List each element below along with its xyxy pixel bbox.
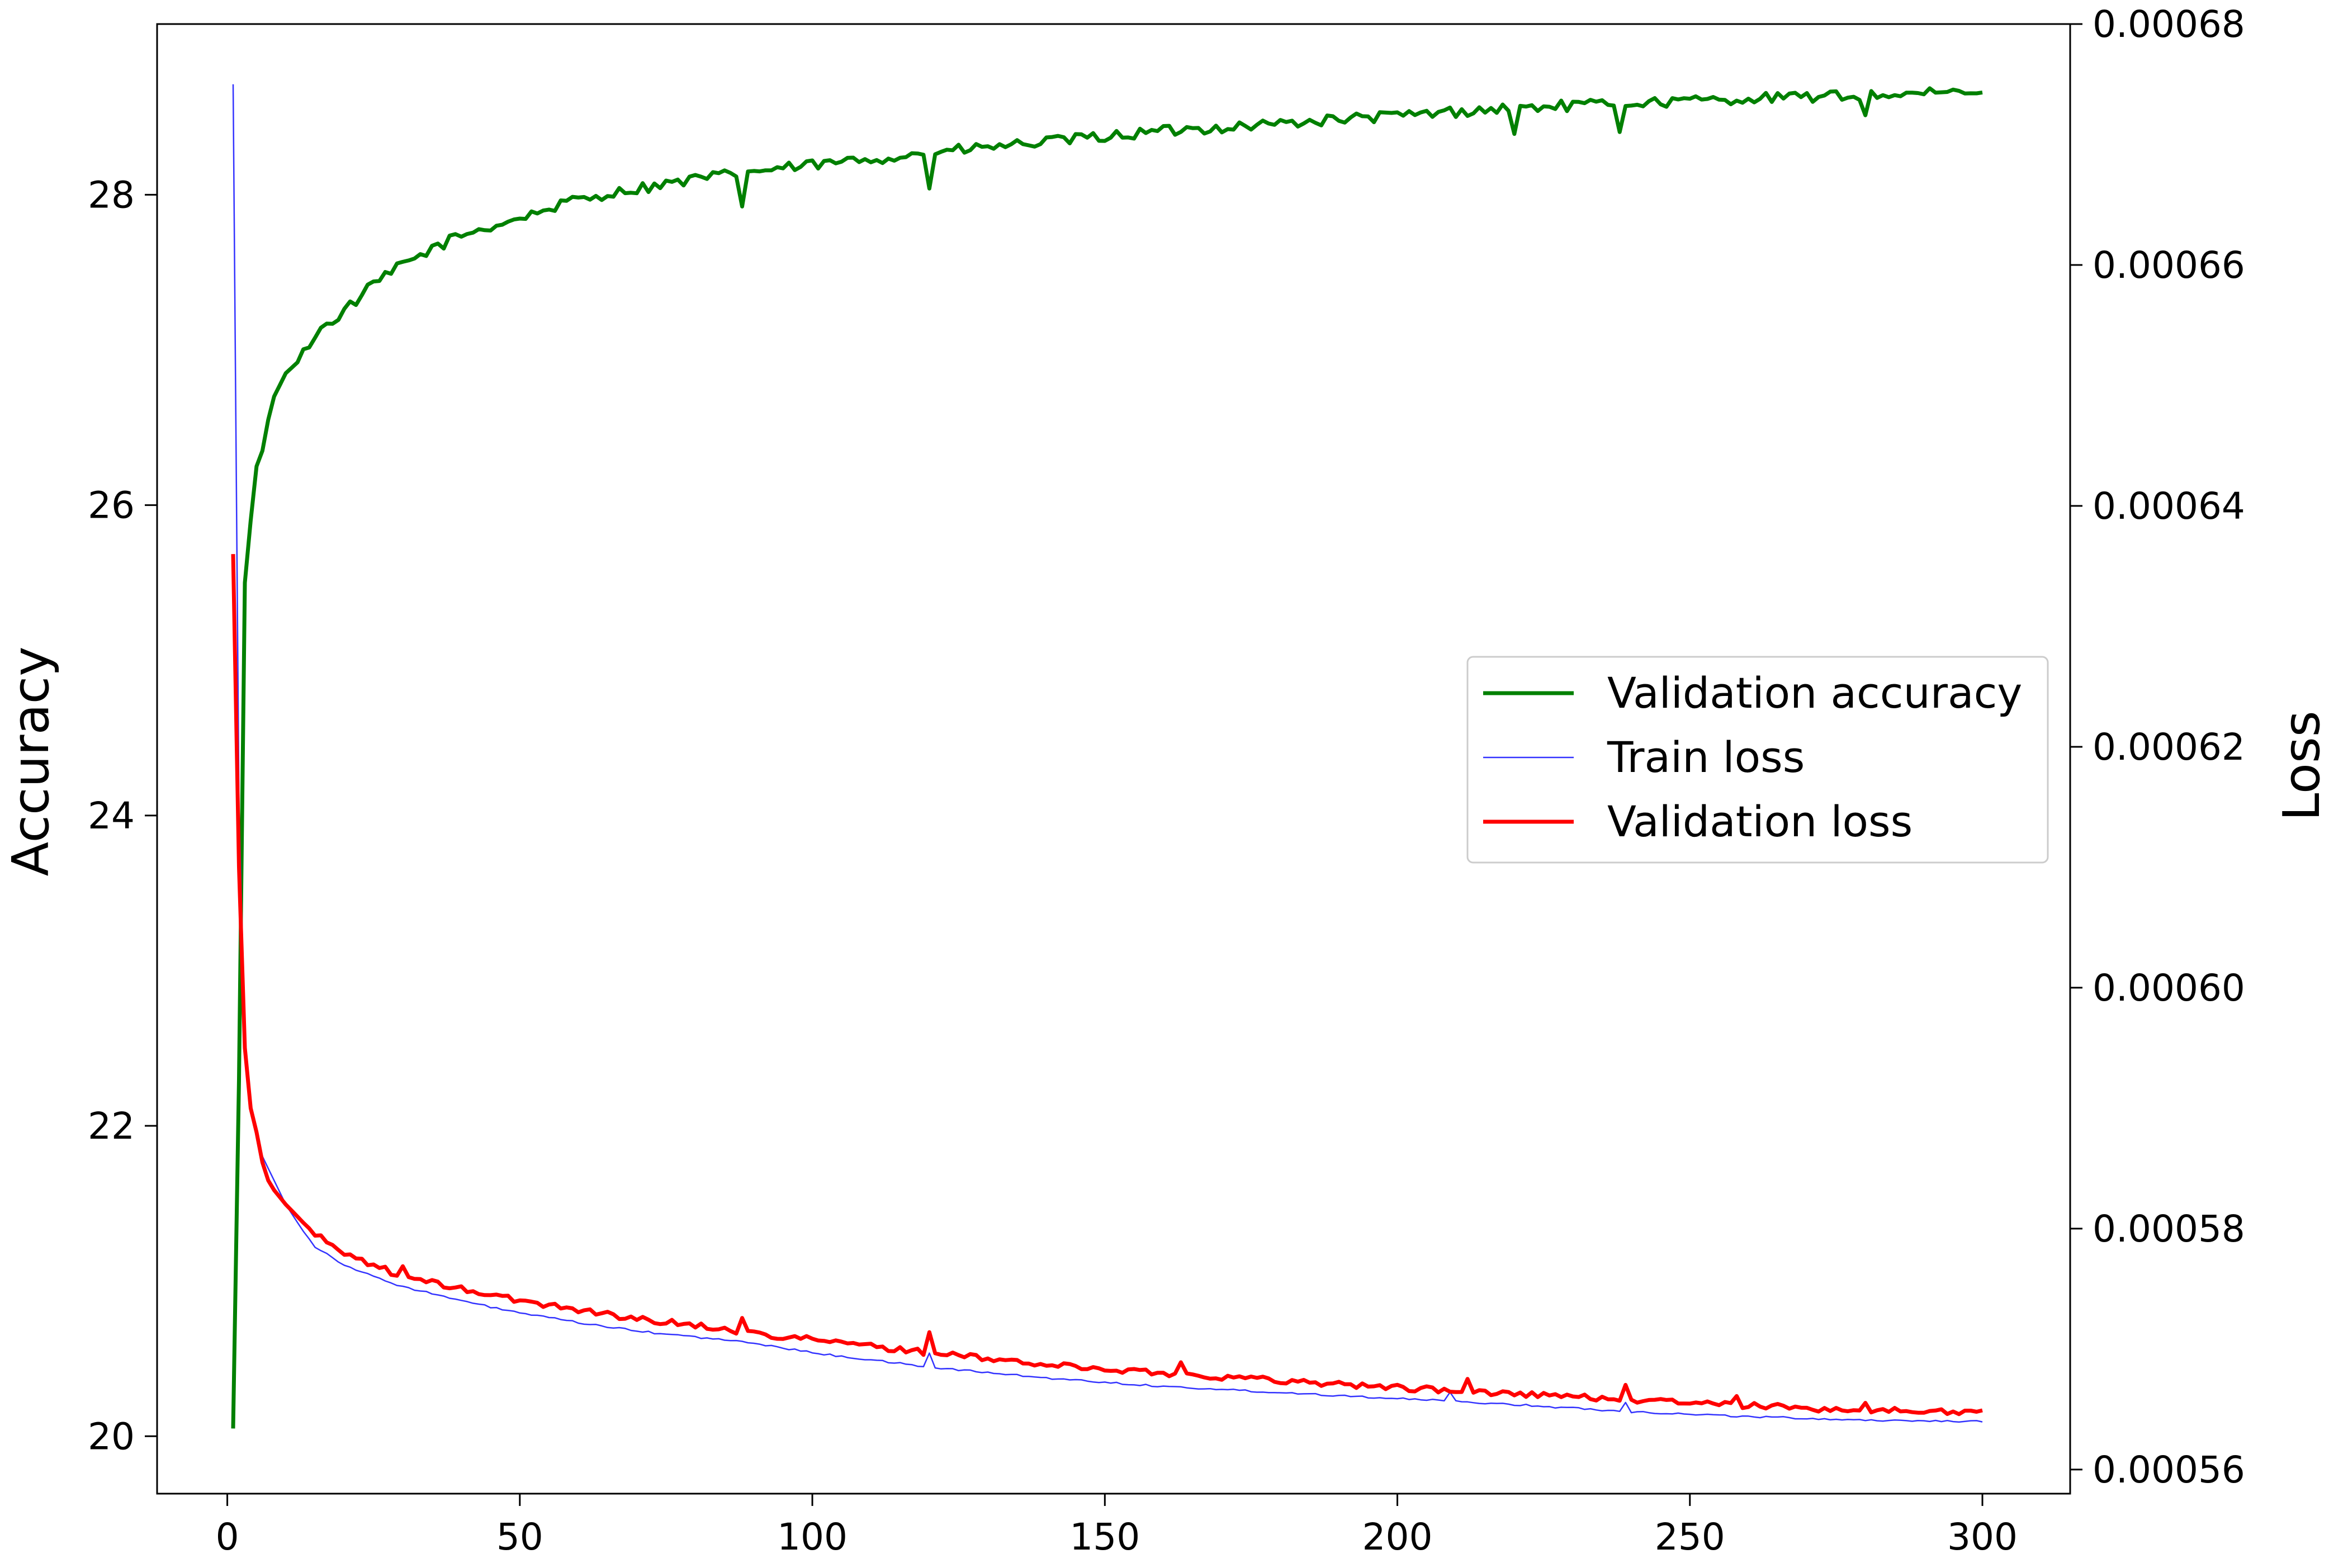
- x-tick-label: 150: [1069, 1515, 1140, 1558]
- y-axis-left-title: Accuracy: [2, 647, 60, 877]
- series-line-validation-loss: [231, 554, 1983, 1417]
- x-tick-label: 250: [1655, 1515, 1725, 1558]
- legend-label-train-loss: Train loss: [1607, 732, 1805, 782]
- y-right-tick-label: 0.00068: [2093, 3, 2245, 46]
- series-layer: [231, 84, 1983, 1429]
- x-tick-label: 300: [1947, 1515, 2018, 1558]
- y-right-tick-label: 0.00060: [2093, 967, 2245, 1010]
- y-left-tick-label: 20: [88, 1415, 135, 1458]
- y-left-tick-label: 28: [88, 173, 135, 216]
- plot-frame: [156, 23, 2071, 1495]
- series-line-validation-accuracy: [231, 86, 1983, 1429]
- series-line-train-loss: [232, 84, 1983, 1423]
- y-axis-left: 20 22 24 26 28: [88, 173, 157, 1458]
- y-right-tick-label: 0.00058: [2093, 1207, 2245, 1250]
- legend-label-validation-loss: Validation loss: [1607, 797, 1913, 846]
- y-right-tick-label: 0.00062: [2093, 726, 2245, 769]
- x-tick-label: 0: [216, 1515, 239, 1558]
- y-axis-right: 0.00056 0.00058 0.00060 0.00062 0.00064 0.000…: [2070, 3, 2245, 1491]
- x-tick-label: 50: [496, 1515, 543, 1558]
- y-axis-right-title: Loss: [2273, 710, 2331, 821]
- y-left-tick-label: 26: [88, 484, 135, 527]
- x-tick-label: 200: [1362, 1515, 1433, 1558]
- x-axis: 0 50 100 150 200 250 300: [216, 1494, 2018, 1558]
- x-tick-label: 100: [777, 1515, 848, 1558]
- y-left-tick-label: 22: [88, 1105, 135, 1148]
- legend: Validation accuracy Train loss Validatio…: [1466, 656, 2049, 864]
- y-right-tick-label: 0.00066: [2093, 244, 2245, 287]
- legend-frame: [1466, 656, 2049, 864]
- y-left-tick-label: 24: [88, 794, 135, 837]
- y-right-tick-label: 0.00056: [2093, 1448, 2245, 1491]
- y-right-tick-label: 0.00064: [2093, 485, 2245, 528]
- legend-label-validation-accuracy: Validation accuracy: [1607, 668, 2022, 718]
